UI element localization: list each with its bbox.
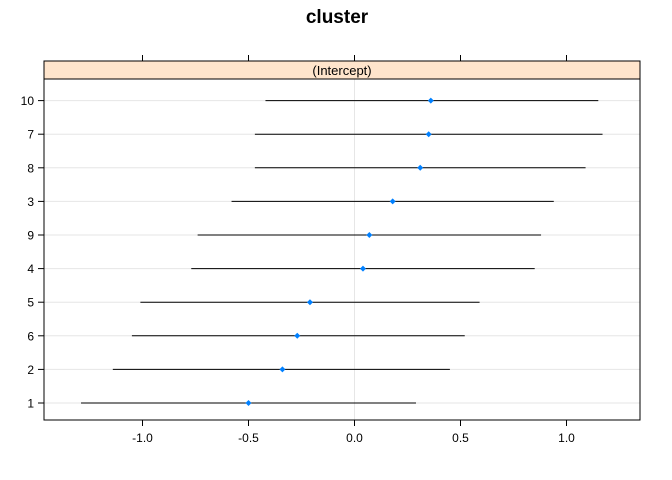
estimate-point [425,131,432,138]
x-tick-label: -1.0 [132,431,153,445]
x-tick-label: 1.0 [558,431,575,445]
estimate-point [306,299,313,306]
estimate-point [294,332,301,339]
chart-title: cluster [306,7,369,28]
grid-layer [44,79,640,420]
y-tick-label: 5 [27,296,34,310]
y-tick-label: 7 [27,128,34,142]
estimate-point [417,164,424,171]
x-tick-label: 0.5 [452,431,469,445]
y-tick-label: 6 [27,329,34,343]
panel-strip-label: (Intercept) [312,63,371,78]
estimate-point [389,198,396,205]
y-tick-label: 2 [27,363,34,377]
estimate-point [279,366,286,373]
estimate-point [245,400,252,406]
panel-strip: (Intercept) [43,60,641,80]
axis-layer: -1.0 -0.5 0.0 0.5 1.0 1 2 6 5 4 9 3 8 7 10 [21,55,575,445]
x-tick-label: 0.0 [346,431,363,445]
y-tick-label: 10 [21,94,35,108]
panel-border [43,60,641,421]
estimate-point [359,265,366,272]
y-tick-label: 8 [27,161,34,175]
x-tick-label: -0.5 [238,431,259,445]
y-tick-label: 3 [27,195,34,209]
estimate-point [427,97,434,104]
estimate-point [366,232,373,238]
y-tick-label: 9 [27,229,34,243]
y-tick-label: 4 [27,262,34,276]
marks-layer [81,97,603,406]
y-tick-label: 1 [27,397,34,411]
